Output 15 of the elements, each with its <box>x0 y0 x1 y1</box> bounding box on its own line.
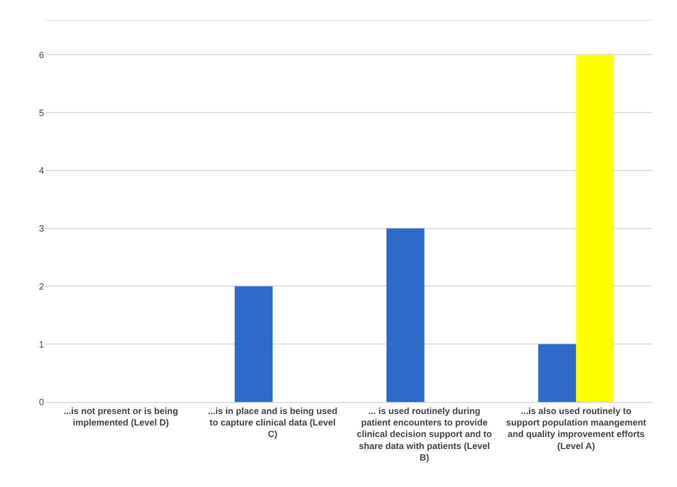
bar <box>234 286 273 402</box>
bar <box>386 228 424 402</box>
y-tick-label: 1 <box>38 339 44 350</box>
y-tick-label: 6 <box>38 50 44 60</box>
bar <box>538 344 576 402</box>
x-tick-label: ...is also used routinely to support population maangement and quality improvement efforts (Level A) <box>506 406 646 451</box>
x-tick-label: ... is used routinely during patient encounters to provide clinical decision support and to share data with patients (Level B) <box>356 406 492 463</box>
y-tick-label: 4 <box>38 166 44 176</box>
bar <box>576 54 614 402</box>
x-tick-label: ...is in place and is being used to capture clinical data (Level C) <box>208 406 338 440</box>
y-tick-label: 0 <box>38 397 44 408</box>
y-tick-label: 2 <box>38 281 44 292</box>
y-tick-label: 5 <box>38 108 44 118</box>
x-tick-label: ...is not present or is being implemented (Level D) <box>64 406 178 428</box>
y-tick-label: 3 <box>38 224 44 234</box>
